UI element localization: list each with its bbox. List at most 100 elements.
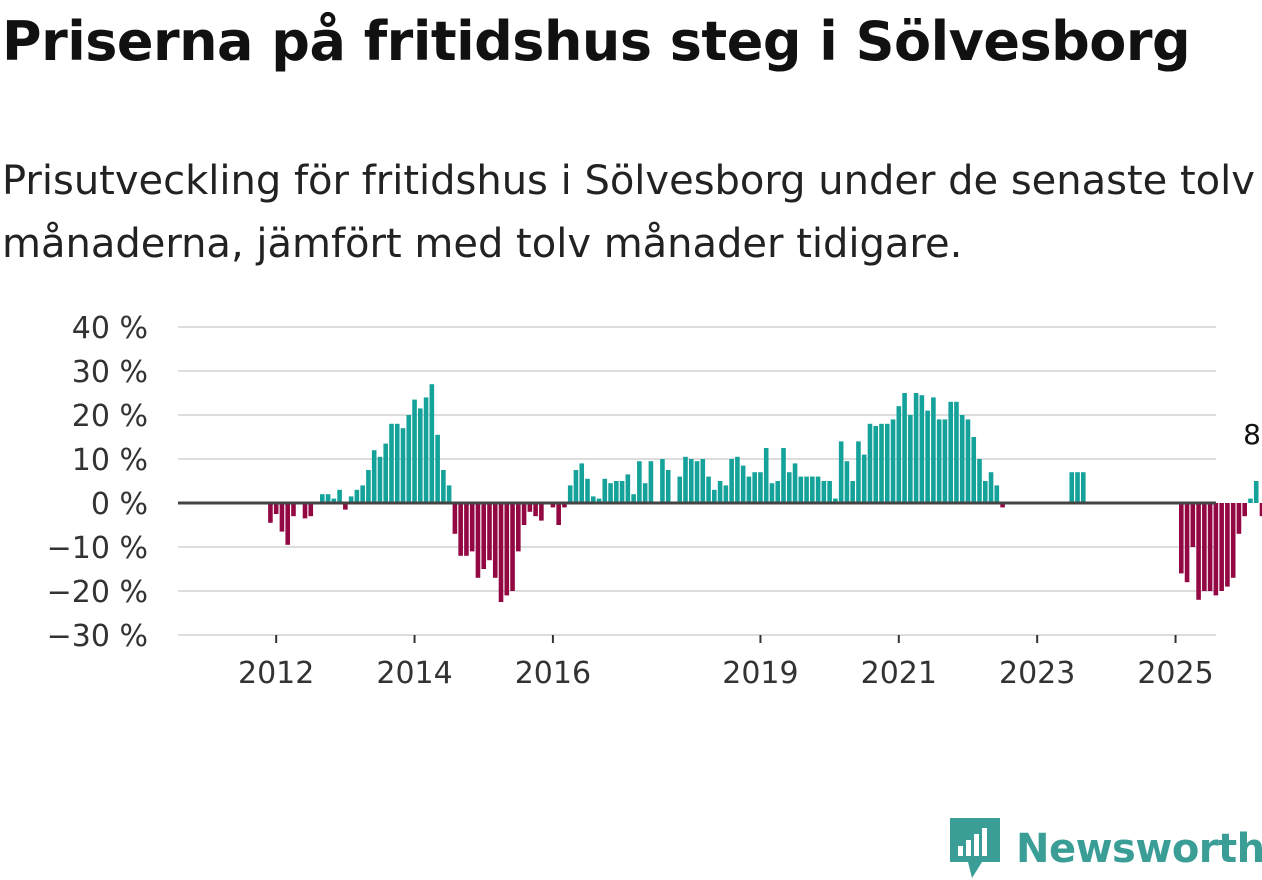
bar	[435, 434, 440, 503]
bar	[423, 397, 429, 503]
bar	[1190, 503, 1196, 547]
bar	[838, 441, 844, 503]
bar	[688, 459, 694, 503]
bar	[1213, 503, 1219, 596]
bar	[516, 503, 521, 552]
bar	[1242, 503, 1247, 517]
bar	[412, 399, 417, 503]
bar	[441, 470, 446, 503]
bar	[867, 423, 873, 503]
bar	[908, 415, 913, 503]
bar	[556, 503, 561, 525]
brand-name: Newsworthy	[1016, 826, 1262, 872]
bar	[959, 415, 965, 503]
y-tick-label: 40 %	[72, 311, 148, 346]
bar	[498, 503, 504, 602]
bar	[377, 456, 383, 503]
bar	[458, 503, 463, 556]
bar	[585, 478, 590, 503]
newsworthy-logo-icon	[950, 818, 1000, 878]
y-tick-label: 0 %	[91, 487, 148, 522]
bar	[464, 503, 469, 556]
bar	[389, 423, 394, 503]
bar	[856, 441, 861, 503]
bar	[1202, 503, 1207, 591]
bar	[1253, 481, 1259, 503]
bar	[804, 476, 809, 503]
chart-title: Priserna på fritidshus steg i Sölvesborg	[2, 10, 1191, 73]
bar	[268, 503, 273, 523]
bar	[579, 463, 585, 503]
bar	[539, 503, 544, 521]
bar	[1196, 503, 1201, 600]
bar	[798, 476, 804, 503]
bar	[982, 481, 988, 503]
bar	[648, 461, 654, 503]
bar	[383, 443, 389, 503]
bar	[936, 419, 942, 503]
y-tick-label: −20 %	[47, 575, 148, 610]
brand-logo: Newsworthy	[950, 818, 1262, 880]
y-tick-label: 20 %	[72, 399, 148, 434]
bar	[475, 503, 481, 578]
y-tick-label: −10 %	[47, 531, 148, 566]
bar	[1000, 503, 1005, 508]
x-tick-label: 2012	[238, 656, 314, 691]
bar	[504, 503, 510, 596]
bar	[746, 476, 752, 503]
bar	[706, 476, 711, 503]
bar	[487, 503, 492, 561]
bar	[977, 459, 982, 503]
x-tick-label: 2019	[722, 656, 798, 691]
bar	[988, 472, 994, 503]
bar	[717, 481, 723, 503]
bar	[631, 494, 636, 503]
bar	[913, 393, 919, 503]
x-tick-label: 2016	[515, 656, 591, 691]
bar	[833, 498, 838, 503]
bar	[1219, 503, 1224, 591]
bar	[1069, 472, 1075, 503]
bar	[712, 489, 717, 503]
bar	[492, 503, 498, 578]
bar	[573, 470, 579, 503]
x-tick-label: 2025	[1137, 656, 1213, 691]
bar	[371, 450, 377, 503]
bar	[567, 485, 573, 503]
bar	[694, 461, 700, 503]
bar	[821, 481, 827, 503]
bar	[752, 472, 757, 503]
bar	[994, 485, 1000, 503]
x-tick-label: 2023	[999, 656, 1075, 691]
bar	[769, 483, 775, 503]
bar	[637, 461, 642, 503]
bar	[1207, 503, 1213, 591]
bar	[279, 503, 285, 532]
bar	[810, 476, 815, 503]
bar	[942, 419, 948, 503]
bar	[510, 503, 515, 591]
bar	[608, 483, 613, 503]
bar	[400, 428, 406, 503]
bar	[735, 456, 740, 503]
y-tick-label: 10 %	[72, 443, 148, 478]
bar	[429, 384, 435, 503]
bar	[931, 397, 936, 503]
bar	[1225, 503, 1230, 587]
bar	[590, 496, 596, 503]
bar	[481, 503, 487, 569]
bar	[348, 496, 354, 503]
bar	[1230, 503, 1236, 578]
bar	[1259, 503, 1262, 517]
bar	[763, 448, 769, 503]
bar	[758, 472, 763, 503]
bar	[965, 419, 971, 503]
bar	[723, 485, 729, 503]
bar	[625, 474, 631, 503]
bar	[729, 459, 734, 503]
bar	[325, 494, 331, 503]
bar	[1075, 472, 1080, 503]
bar	[406, 415, 412, 503]
bar	[740, 465, 746, 503]
chart-subtitle: Prisutveckling för fritidshus i Sölvesbo…	[2, 158, 1255, 267]
